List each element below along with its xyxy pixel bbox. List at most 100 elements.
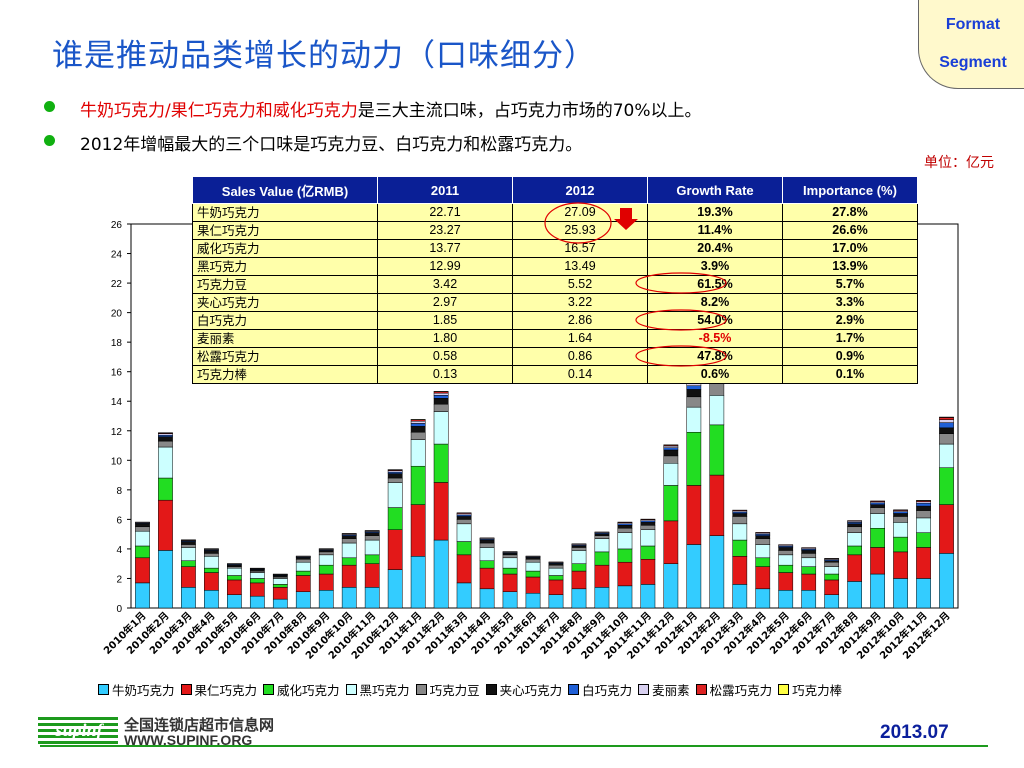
bar-segment: [686, 385, 702, 390]
bar-segment: [272, 584, 288, 588]
table-row-label: 夹心巧克力: [192, 293, 378, 312]
format-segment-badge: Format Segment: [918, 0, 1024, 89]
y-tick-label: 0: [116, 604, 122, 615]
table-cell: 1.85: [377, 311, 513, 330]
table-cell: 27.09: [512, 203, 648, 222]
bar-segment: [548, 575, 564, 581]
y-tick-label: 24: [111, 250, 123, 261]
bar-segment: [364, 539, 380, 556]
bar-segment: [916, 532, 931, 548]
bar-segment: [227, 567, 242, 576]
bar-segment: [824, 579, 840, 595]
table-cell: 0.86: [512, 347, 648, 366]
bar-segment: [456, 516, 472, 520]
y-tick-label: 12: [111, 427, 123, 438]
bar-segment: [801, 553, 817, 559]
logo-icon: supinf: [36, 714, 122, 746]
bar-segment: [364, 587, 380, 609]
logo-url: WWW.SUPINF.ORG: [124, 732, 253, 748]
bar-segment: [755, 532, 771, 534]
bar-segment: [916, 547, 931, 579]
legend-item: 巧克力豆: [415, 680, 480, 699]
bar-segment: [525, 559, 541, 563]
table-cell: 3.3%: [782, 293, 918, 312]
legend-label: 麦丽素: [652, 683, 690, 698]
bar-segment: [939, 467, 954, 505]
bar-segment: [893, 578, 908, 609]
bar-segment: [295, 561, 311, 572]
bar-segment: [181, 560, 196, 567]
y-tick-label: 2: [116, 574, 122, 585]
bar-segment: [295, 570, 311, 576]
legend-swatch: [638, 684, 650, 695]
table-cell: 12.99: [377, 257, 513, 276]
bar-segment: [571, 550, 587, 564]
bar-segment: [548, 594, 564, 609]
bar-segment: [939, 427, 954, 434]
bar-segment: [893, 522, 908, 538]
bar-segment: [686, 485, 702, 545]
bar-segment: [318, 554, 334, 566]
unit-label: 单位：亿元: [924, 155, 994, 171]
bar-segment: [939, 419, 954, 423]
page-title: 谁是推动品类增长的动力（口味细分）: [52, 38, 596, 74]
bar-segment: [824, 594, 840, 609]
bar-segment: [617, 525, 633, 529]
bar-segment: [640, 559, 656, 585]
bar-segment: [341, 542, 357, 559]
bar-segment: [433, 398, 449, 405]
bar-segment: [732, 539, 748, 557]
table-row: 巧克力豆 3.42 5.52 61.5% 5.7%: [192, 275, 918, 294]
bar-segment: [847, 520, 862, 522]
bar-segment: [847, 532, 862, 547]
bar-segment: [640, 518, 656, 520]
table-cell: 17.0%: [782, 239, 918, 258]
bar-segment: [617, 532, 633, 550]
table-cell: 0.9%: [782, 347, 918, 366]
bar-segment: [939, 504, 954, 554]
legend-label: 威化巧克力: [277, 683, 340, 698]
bar-segment: [135, 582, 150, 609]
bar-segment: [181, 544, 196, 548]
bar-segment: [640, 529, 656, 547]
bar-segment: [617, 548, 633, 563]
legend-item: 麦丽素: [638, 680, 690, 699]
bar-segment: [870, 527, 885, 548]
bar-segment: [456, 541, 472, 556]
legend-label: 牛奶巧克力: [112, 683, 175, 698]
bar-segment: [571, 570, 587, 590]
table-cell: 3.42: [377, 275, 513, 294]
bar-segment: [525, 576, 541, 594]
bar-segment: [939, 417, 954, 420]
bar-segment: [479, 567, 495, 590]
bar-segment: [318, 564, 334, 575]
bar-segment: [410, 439, 426, 467]
table-cell: 61.5%: [647, 275, 783, 294]
table-cell: 1.64: [512, 329, 648, 348]
bar-segment: [227, 594, 242, 609]
table-cell: 19.3%: [647, 203, 783, 222]
bar-segment: [778, 564, 794, 573]
bar-segment: [824, 573, 840, 581]
bar-segment: [295, 575, 311, 593]
bar-segment: [755, 557, 771, 567]
bar-segment: [778, 590, 794, 609]
bar-segment: [916, 505, 931, 511]
bar-segment: [801, 550, 817, 554]
table-cell: 13.77: [377, 239, 513, 258]
table-cell: 16.57: [512, 239, 648, 258]
sales-value-table: Sales Value (亿RMB) 2011 2012 Growth Rate…: [192, 176, 918, 384]
bar-segment: [709, 474, 725, 536]
bar-segment: [410, 504, 426, 557]
bar-segment: [433, 482, 449, 541]
bar-segment: [939, 433, 954, 445]
legend-label: 巧克力棒: [792, 683, 843, 698]
bar-segment: [732, 509, 748, 512]
y-tick-label: 4: [116, 545, 122, 556]
bar-segment: [732, 523, 748, 541]
table-cell: 13.9%: [782, 257, 918, 276]
bar-segment: [594, 587, 610, 609]
bar-segment: [640, 525, 656, 530]
bar-segment: [525, 592, 541, 609]
table-cell: 54.0%: [647, 311, 783, 330]
